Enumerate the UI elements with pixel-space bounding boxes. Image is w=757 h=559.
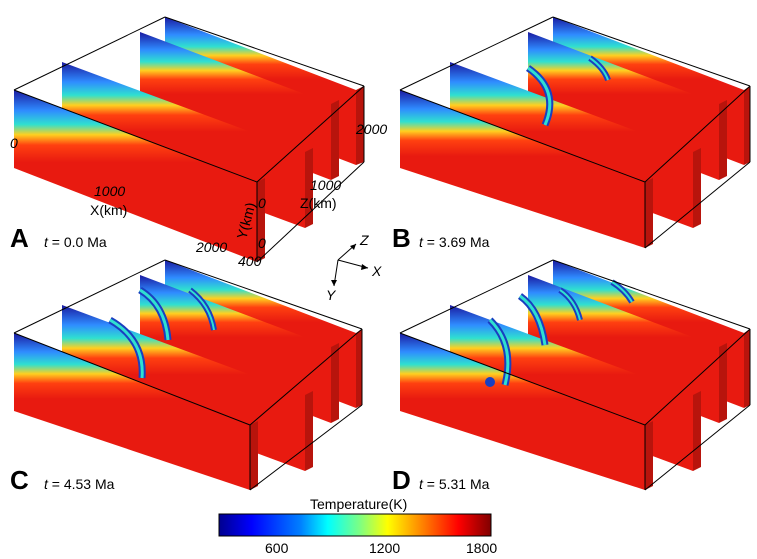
x-axis-label: X(km): [90, 202, 127, 218]
bounding-box: [13, 16, 365, 263]
panel-a: A t = 0.0 Ma 0 1000 X(km) 2000 0 Z(km) 1…: [10, 16, 387, 269]
z-axis-label: Z(km): [300, 195, 337, 211]
z-tick-0: 0: [258, 195, 266, 211]
colorbar: Temperature(K) 600 1200 1800: [218, 496, 497, 556]
z-tick-2000: 2000: [355, 121, 387, 137]
colorbar-tick-600: 600: [265, 540, 289, 556]
panel-b: B t = 3.69 Ma: [392, 16, 751, 253]
bounding-box: [399, 16, 751, 249]
time-symbol: t: [419, 234, 424, 250]
x-tick-2000: 2000: [195, 239, 227, 255]
z-tick-1000: 1000: [310, 177, 341, 193]
panel-d: D t = 5.31 Ma: [392, 259, 751, 495]
time-label: t = 0.0 Ma: [44, 234, 107, 250]
panel-letter: D: [392, 465, 411, 495]
panel-letter: C: [10, 465, 29, 495]
colorbar-title: Temperature(K): [310, 496, 407, 512]
colorbar-tick-1200: 1200: [369, 540, 400, 556]
bounding-box: [399, 259, 751, 491]
slab-section: [14, 260, 362, 490]
y-tick-400: 400: [238, 253, 262, 269]
panel-c: C t = 4.53 Ma: [10, 259, 363, 495]
orientation-axes: [331, 243, 369, 287]
time-value: = 5.31 Ma: [423, 476, 490, 492]
time-symbol: t: [44, 476, 49, 492]
colorbar-gradient: [218, 513, 492, 537]
panel-letter: A: [10, 223, 29, 253]
x-tick-1000: 1000: [94, 183, 125, 199]
colorbar-tick-1800: 1800: [466, 540, 497, 556]
slab-section: [14, 17, 364, 262]
orientation-y-label: Y: [326, 287, 337, 303]
time-value: = 3.69 Ma: [423, 234, 490, 250]
time-label: t = 3.69 Ma: [419, 234, 490, 250]
orientation-x-label: X: [371, 263, 382, 279]
panel-letter: B: [392, 223, 411, 253]
bounding-box: [13, 259, 363, 491]
time-symbol: t: [419, 476, 424, 492]
orientation-z-label: Z: [359, 232, 369, 248]
time-symbol: t: [44, 234, 49, 250]
slab-section: [400, 260, 750, 490]
time-label: t = 4.53 Ma: [44, 476, 115, 492]
time-value: = 0.0 Ma: [48, 234, 107, 250]
x-tick-0: 0: [10, 135, 18, 151]
time-label: t = 5.31 Ma: [419, 476, 490, 492]
y-tick-0: 0: [258, 235, 266, 251]
time-value: = 4.53 Ma: [48, 476, 115, 492]
slab-section: [400, 17, 750, 248]
